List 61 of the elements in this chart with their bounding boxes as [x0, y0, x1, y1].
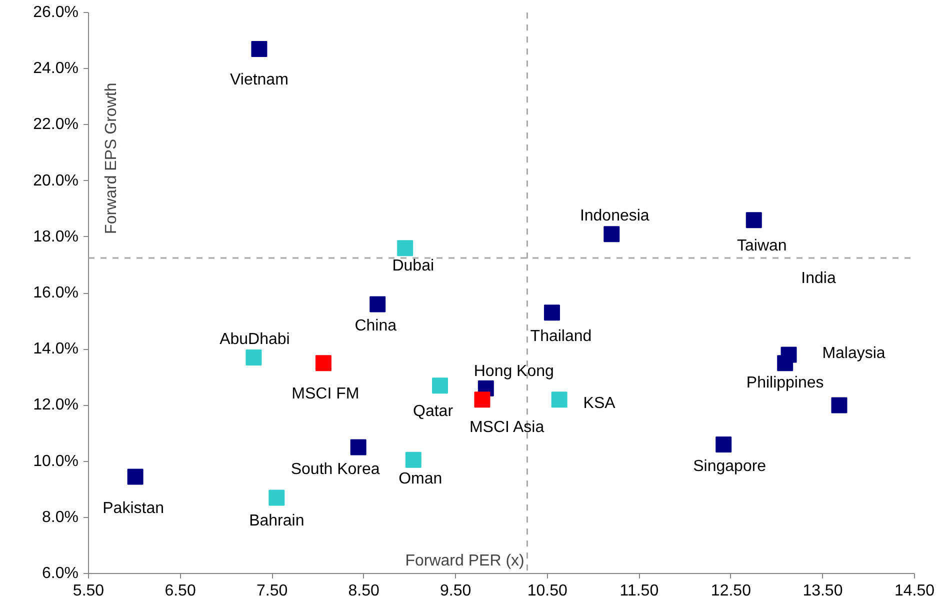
point: [315, 355, 332, 372]
annotation: Vietnam: [230, 71, 288, 88]
point: [251, 40, 268, 57]
x-tick-label: 6.50: [164, 582, 196, 600]
y-tick-label: 20.0%: [33, 172, 79, 190]
annotation: Indonesia: [580, 208, 650, 225]
point: [716, 436, 732, 452]
y-tick-label: 26.0%: [33, 4, 79, 21]
point: [544, 304, 560, 321]
y-tick-label: 18.0%: [33, 228, 79, 246]
point: [370, 296, 386, 312]
x-tick-label: 8.50: [348, 582, 380, 600]
annotation: India: [801, 270, 836, 287]
point: [831, 397, 848, 414]
annotation: Philippines: [746, 374, 824, 392]
y-tick-label: 22.0%: [33, 116, 79, 134]
y-tick-label: 10.0%: [33, 452, 79, 470]
x-tick-label: 10.50: [527, 582, 568, 600]
annotation: Taiwan: [736, 238, 787, 255]
x-tick-label: 7.50: [256, 582, 288, 600]
point: [405, 452, 422, 468]
point: [397, 240, 414, 256]
annotation: Oman: [398, 470, 442, 488]
annotation: Thailand: [530, 328, 592, 346]
annotation: China: [354, 318, 397, 335]
y-tick-label: 6.0%: [42, 565, 78, 582]
annotation: Qatar: [413, 403, 454, 420]
point: [604, 226, 620, 242]
annotation: MSCI Asia: [469, 419, 544, 436]
annotation: Pakistan: [102, 500, 164, 518]
annotation: Hong Kong: [474, 362, 554, 380]
point: [268, 490, 285, 506]
point: [474, 392, 490, 408]
point: [551, 392, 568, 408]
y-tick-label: 16.0%: [33, 284, 79, 302]
y-tick-label: 12.0%: [33, 396, 79, 414]
point: [746, 212, 762, 228]
annotation: MSCI FM: [292, 386, 360, 403]
x-axis-title: Forward PER (x): [405, 552, 524, 570]
point: [246, 350, 262, 366]
point: [432, 378, 448, 394]
annotation: Bahrain: [249, 512, 304, 530]
point: [777, 355, 794, 372]
annotation: Singapore: [693, 458, 766, 475]
point: [350, 439, 366, 456]
y-axis-title: Forward EPS Growth: [102, 82, 120, 234]
y-tick-label: 24.0%: [33, 60, 79, 78]
y-tick-label: 8.0%: [42, 508, 78, 526]
annotation: Dubai: [392, 258, 434, 275]
point: [127, 468, 144, 485]
x-tick-label: 9.50: [440, 582, 472, 600]
x-tick-label: 11.50: [620, 582, 659, 600]
annotation: KSA: [583, 395, 616, 412]
x-tick-label: 14.50: [894, 582, 935, 600]
y-tick-label: 14.0%: [33, 340, 79, 358]
x-tick-label: 5.50: [72, 582, 104, 600]
annotation: Malaysia: [822, 345, 886, 362]
x-tick-label: 13.50: [802, 582, 843, 600]
annotation: AbuDhabi: [220, 331, 290, 348]
annotation: South Korea: [290, 460, 380, 478]
x-tick-label: 12.50: [710, 582, 752, 600]
